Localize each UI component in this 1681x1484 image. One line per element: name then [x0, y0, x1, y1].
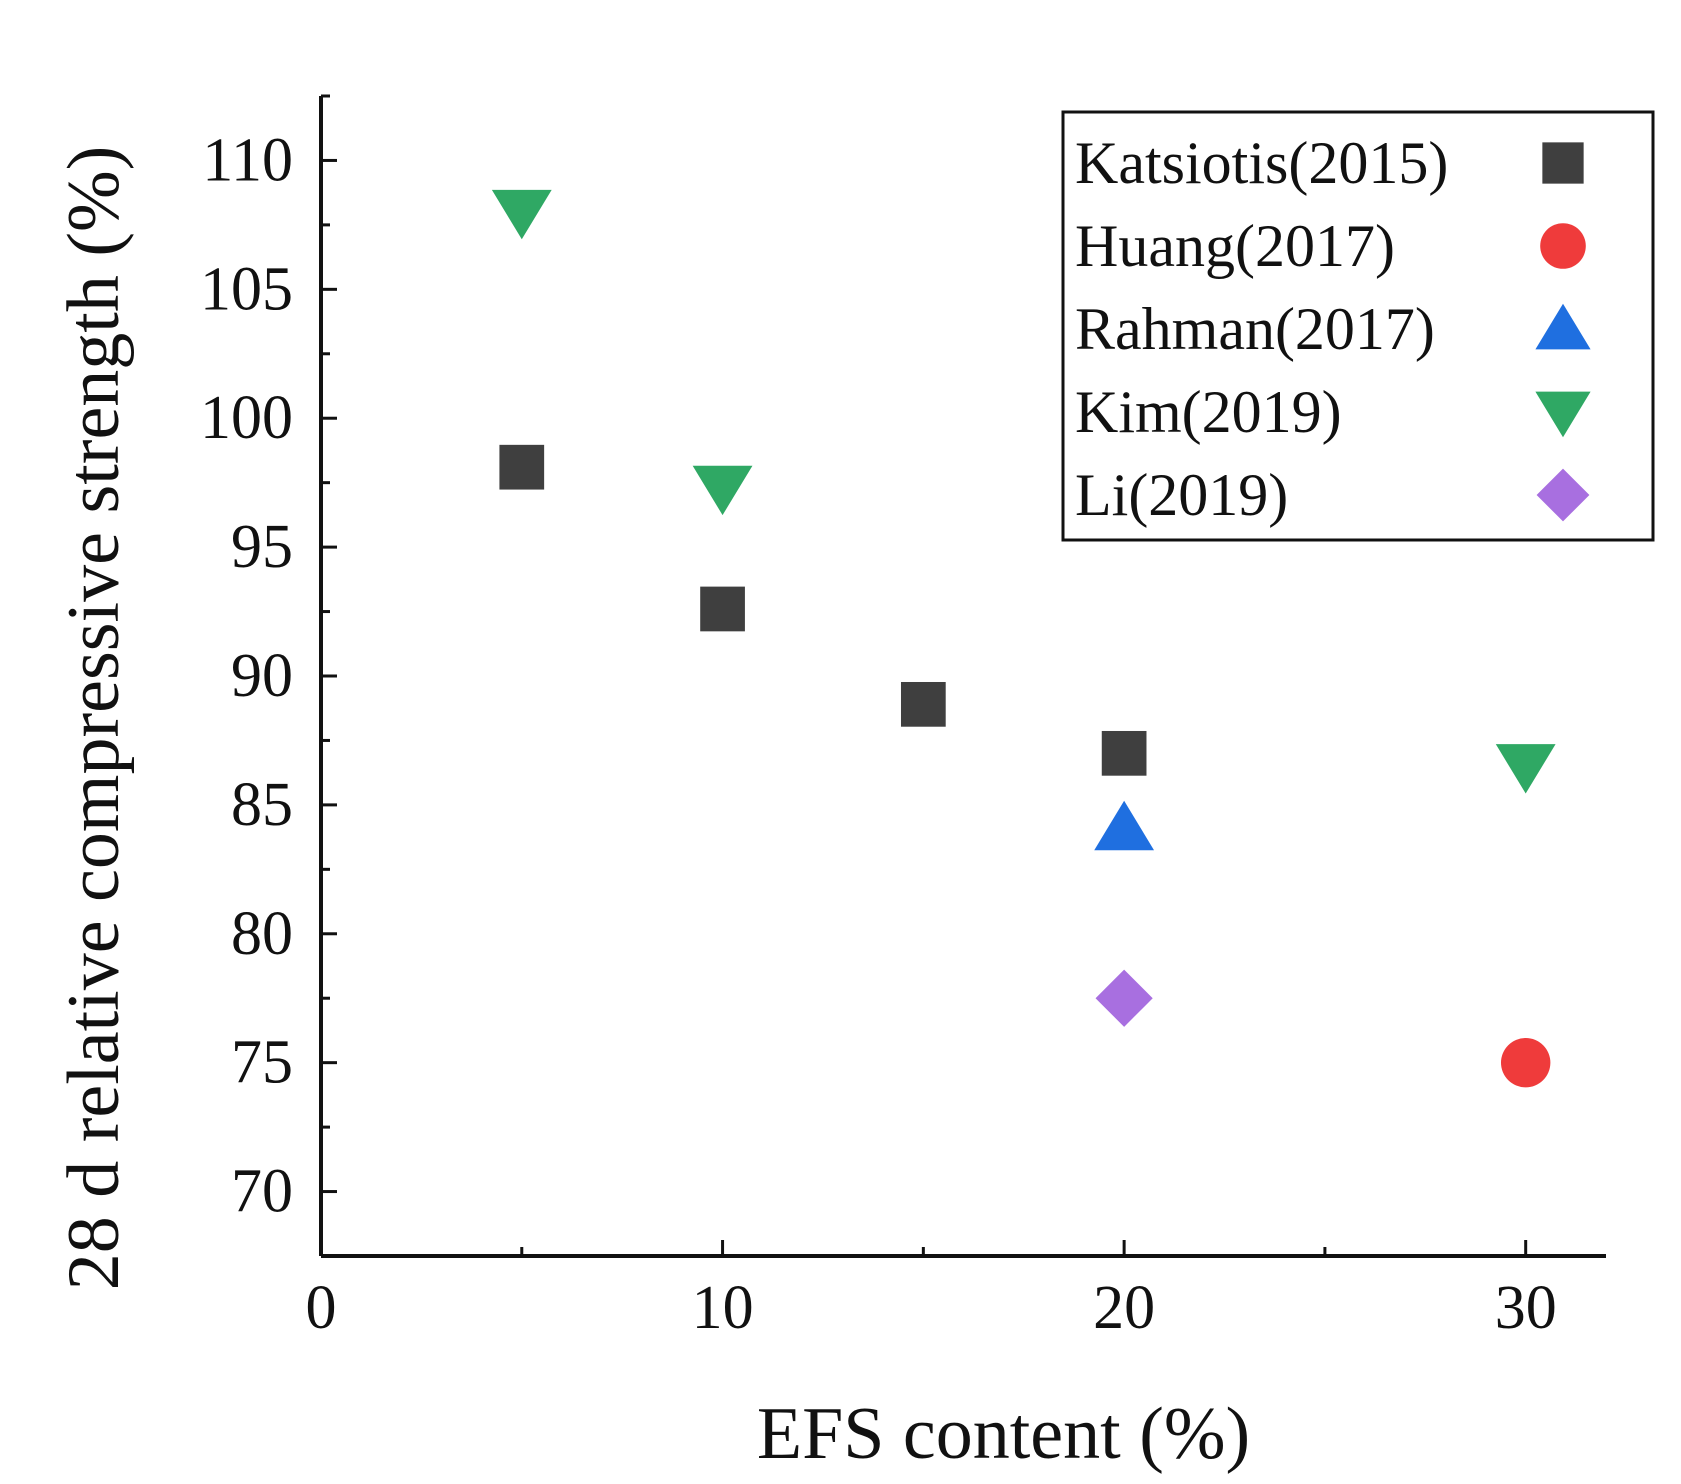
y-tick-label: 80: [231, 900, 293, 968]
series-katsiotis-2015: [499, 444, 1147, 776]
y-tick-label: 75: [231, 1029, 293, 1097]
ticks-group: 0 10 20 30 70 75 80 85 90 95 100 105 110: [200, 94, 1557, 1342]
data-point: [1101, 730, 1147, 776]
data-point: [700, 586, 745, 632]
y-tick-label: 110: [202, 126, 293, 194]
data-point: [1500, 1037, 1551, 1088]
legend-marker: [1542, 142, 1584, 184]
x-tick-label: 0: [306, 1274, 337, 1342]
legend-label: Kim(2019): [1075, 379, 1342, 445]
series-kim-2019: [491, 189, 1556, 794]
series-rahman-2017: [1094, 800, 1155, 851]
x-axis-title: EFS content (%): [757, 1393, 1250, 1475]
data-point: [1095, 969, 1153, 1027]
legend-marker: [1535, 391, 1591, 438]
legend-label: Katsiotis(2015): [1075, 130, 1448, 196]
data-point: [1094, 800, 1155, 851]
legend-marker: [1536, 468, 1590, 522]
y-tick-label: 105: [200, 255, 293, 323]
legend-label: Rahman(2017): [1075, 296, 1435, 362]
legend-label: Huang(2017): [1075, 213, 1395, 279]
series-li-2019: [1095, 969, 1153, 1027]
data-point: [1495, 744, 1556, 794]
y-axis-title: 28 d relative compressive strength (%): [53, 146, 135, 1291]
y-tick-label: 90: [231, 642, 293, 710]
x-tick-label: 30: [1495, 1274, 1557, 1342]
data-points-group: [491, 189, 1556, 1088]
data-point: [692, 465, 753, 516]
data-point: [499, 444, 545, 490]
legend-marker: [1535, 303, 1591, 350]
y-tick-label: 100: [200, 384, 293, 452]
series-huang-2017: [1500, 1037, 1551, 1088]
legend-label: Li(2019): [1075, 462, 1288, 528]
y-tick-label: 85: [231, 771, 293, 839]
legend: Katsiotis(2015) Huang(2017) Rahman(2017) Ki…: [1061, 110, 1655, 542]
y-tick-label: 95: [231, 513, 293, 581]
legend-marker: [1540, 223, 1586, 269]
x-tick-label: 10: [692, 1274, 754, 1342]
x-tick-label: 20: [1093, 1274, 1155, 1342]
data-point: [491, 189, 552, 240]
y-tick-label: 70: [231, 1158, 293, 1226]
data-point: [900, 681, 946, 727]
